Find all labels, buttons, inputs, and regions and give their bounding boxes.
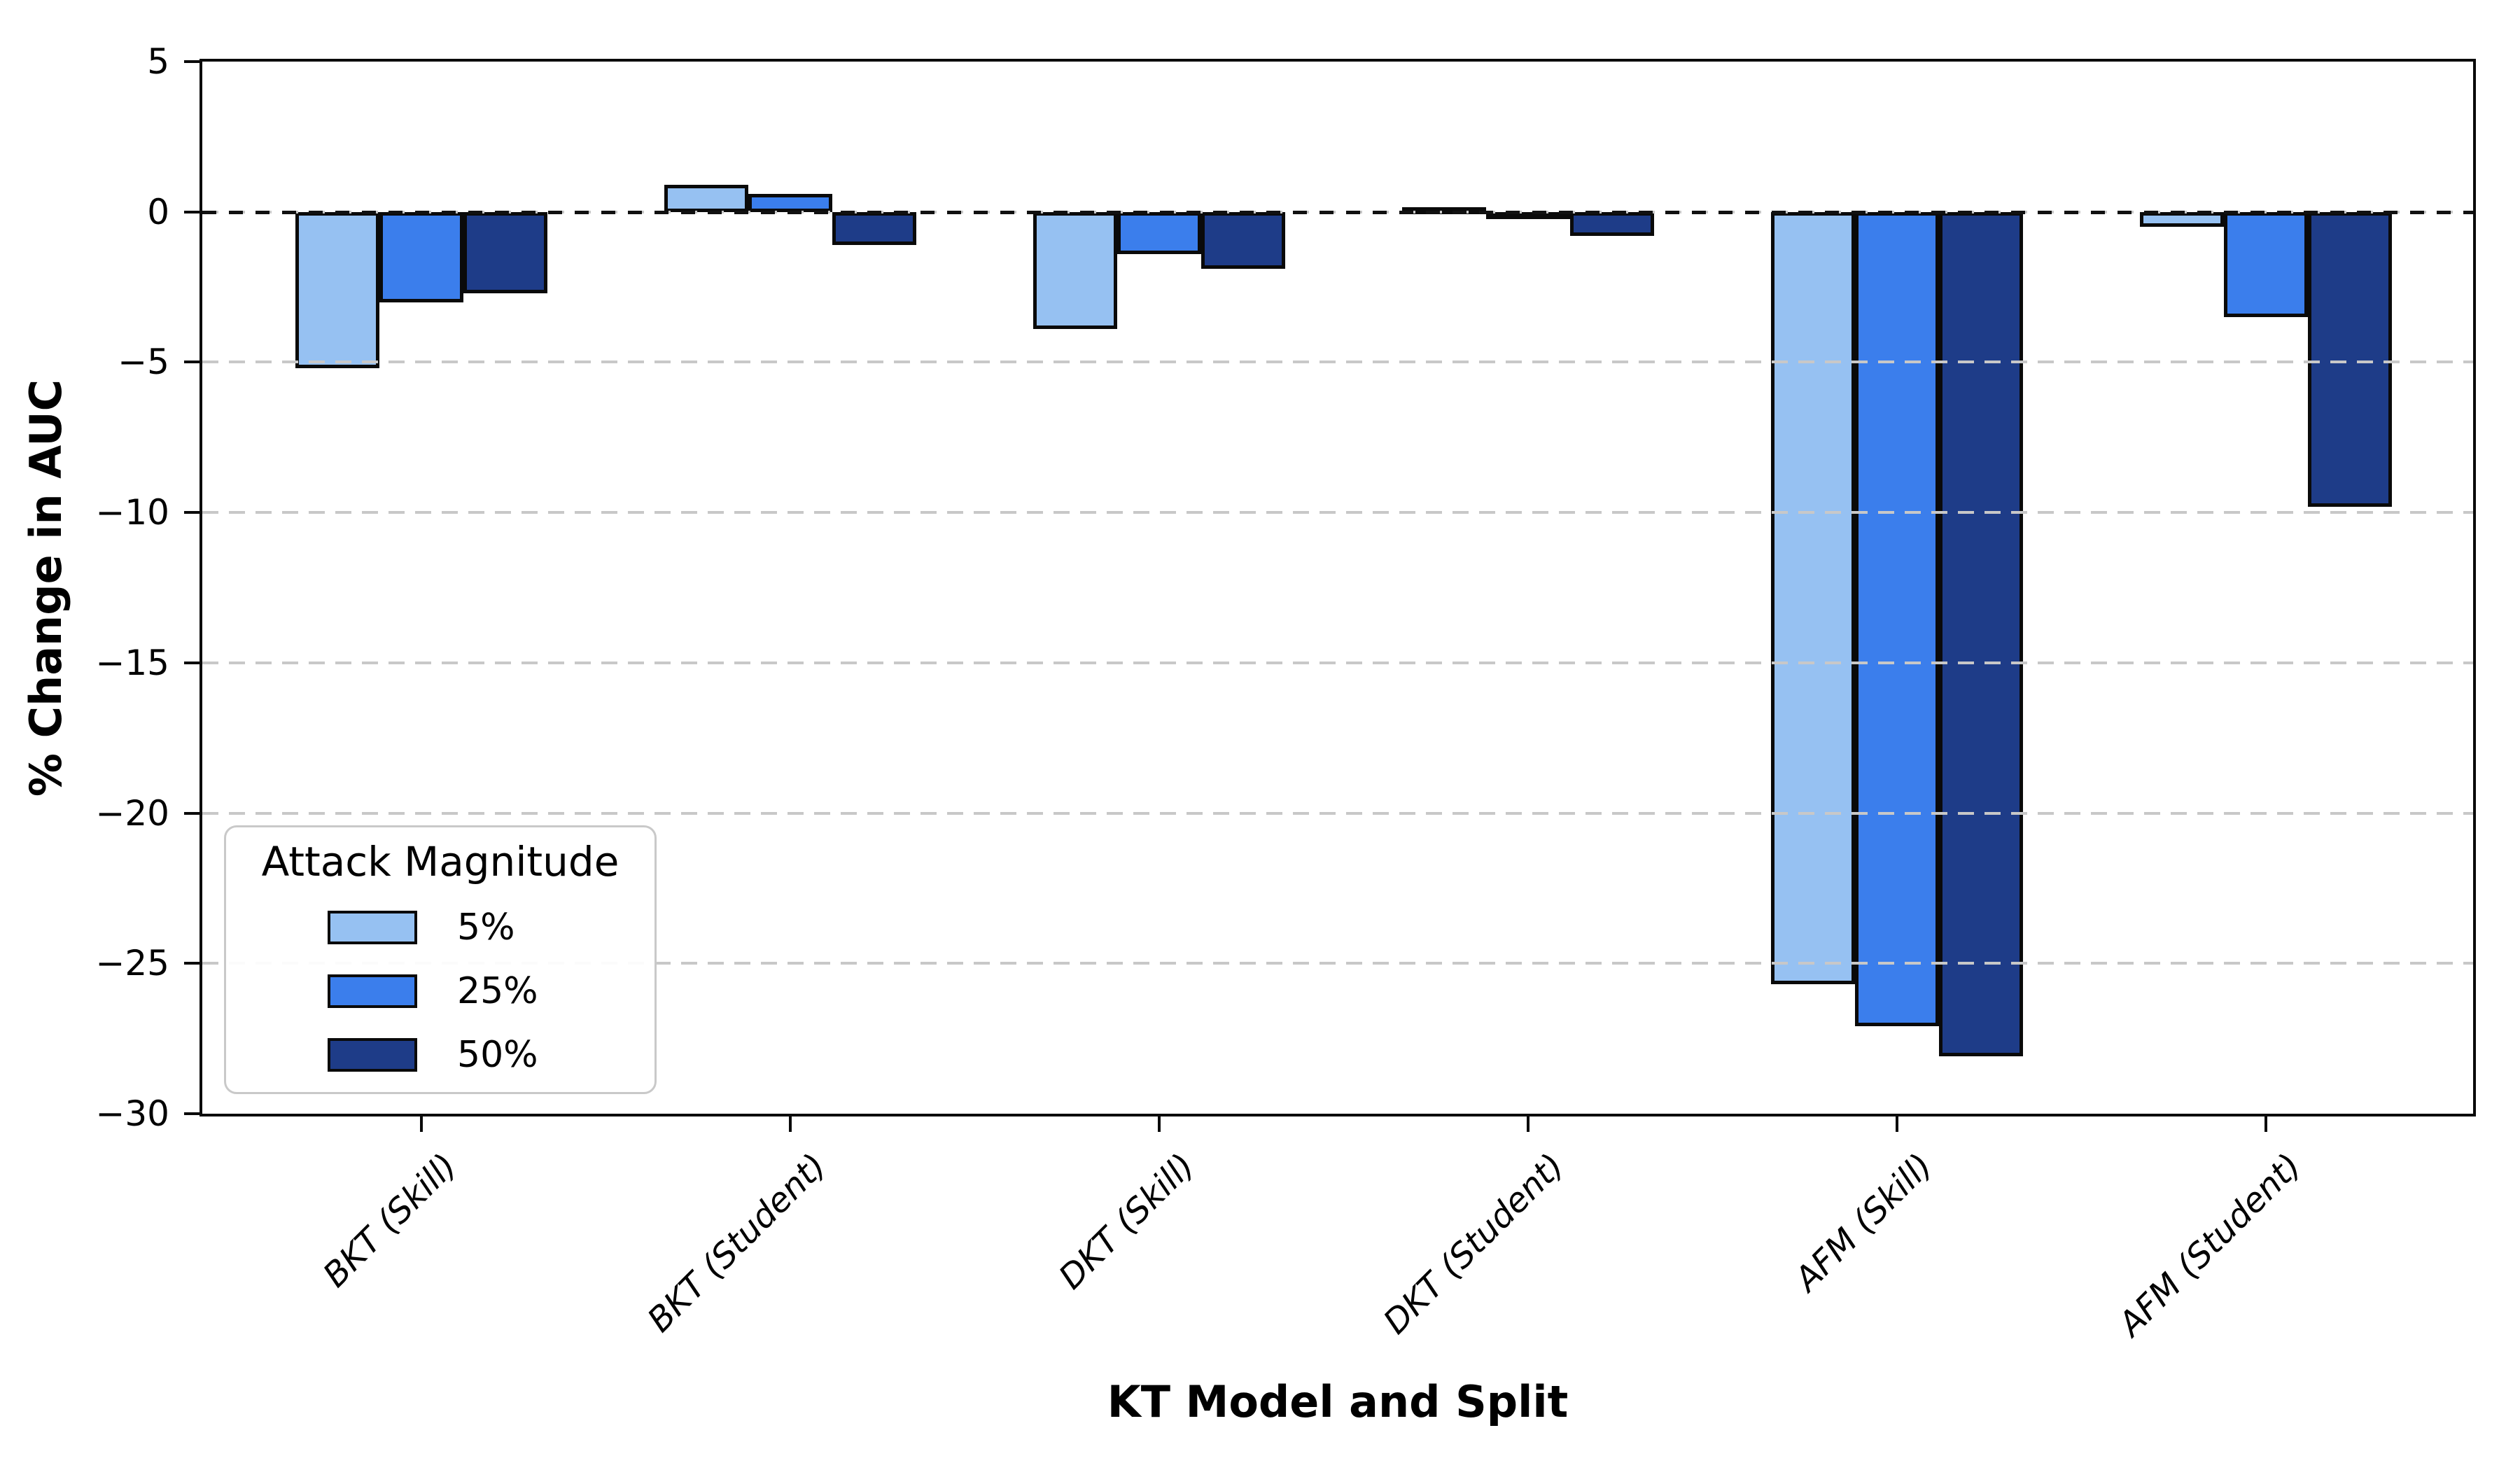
x-tick-mark-BKT (Student) xyxy=(789,1116,792,1132)
x-tick-mark-AFM (Student) xyxy=(2264,1116,2267,1132)
bar-DKT (Skill)-25% xyxy=(1117,211,1201,254)
x-tick-label-AFM (Skill): AFM (Skill) xyxy=(1787,1146,1940,1299)
y-tick-mark--20 xyxy=(184,811,200,815)
legend-swatch-25% xyxy=(328,974,417,1008)
x-tick-label-AFM (Student): AFM (Student) xyxy=(2111,1146,2309,1344)
x-tick-label-BKT (Skill): BKT (Skill) xyxy=(316,1146,465,1295)
y-tick-mark-5 xyxy=(184,60,200,63)
y-tick-mark--15 xyxy=(184,661,200,664)
y-tick-label--10: −10 xyxy=(95,492,169,533)
x-axis-label: KT Model and Split xyxy=(1107,1376,1569,1427)
y-tick-label--20: −20 xyxy=(95,792,169,834)
bar-BKT (Skill)-50% xyxy=(463,211,547,293)
y-tick-label-0: 0 xyxy=(147,191,169,232)
legend-swatch-50% xyxy=(328,1038,417,1072)
bar-BKT (Skill)-5% xyxy=(295,211,379,368)
y-tick-mark--25 xyxy=(184,962,200,965)
y-tick-mark--30 xyxy=(184,1112,200,1115)
x-tick-mark-DKT (Skill) xyxy=(1158,1116,1161,1132)
x-tick-mark-BKT (Skill) xyxy=(420,1116,423,1132)
y-tick-label--25: −25 xyxy=(95,943,169,984)
y-tick-label--15: −15 xyxy=(95,642,169,683)
bar-AFM (Skill)-50% xyxy=(1939,211,2023,1057)
legend-title: Attack Magnitude xyxy=(261,838,620,886)
bar-AFM (Student)-50% xyxy=(2308,211,2392,507)
x-tick-mark-AFM (Skill) xyxy=(1896,1116,1898,1132)
y-tick-mark-0 xyxy=(184,210,200,214)
bar-BKT (Student)-25% xyxy=(748,193,832,212)
bar-DKT (Skill)-5% xyxy=(1033,211,1117,330)
legend-label-25%: 25% xyxy=(457,970,538,1012)
bar-BKT (Student)-50% xyxy=(832,211,916,245)
gridline-y--15 xyxy=(202,661,2473,664)
bar-DKT (Skill)-50% xyxy=(1201,211,1285,270)
legend-row-25%: 25% xyxy=(226,970,654,1016)
legend-row-50%: 50% xyxy=(226,1034,654,1080)
x-tick-label-DKT (Student): DKT (Student) xyxy=(1376,1146,1572,1342)
legend-row-5%: 5% xyxy=(226,906,654,953)
gridline-y--20 xyxy=(202,811,2473,815)
legend-swatch-5% xyxy=(328,911,417,944)
gridline-y--10 xyxy=(202,511,2473,514)
zero-line xyxy=(202,210,2473,214)
gridline-y--5 xyxy=(202,360,2473,364)
gridline-y--25 xyxy=(202,962,2473,965)
x-tick-label-DKT (Skill): DKT (Skill) xyxy=(1051,1146,1203,1297)
bar-AFM (Skill)-5% xyxy=(1771,211,1855,985)
bar-AFM (Student)-5% xyxy=(2140,211,2224,227)
legend-box: Attack Magnitude 5% 25% 50% xyxy=(224,825,657,1094)
y-tick-mark--10 xyxy=(184,511,200,514)
x-tick-label-BKT (Student): BKT (Student) xyxy=(640,1146,834,1340)
bar-AFM (Skill)-25% xyxy=(1855,211,1939,1027)
bar-AFM (Student)-25% xyxy=(2224,211,2308,317)
y-tick-label--30: −30 xyxy=(95,1093,169,1134)
legend-label-5%: 5% xyxy=(457,906,515,948)
bar-BKT (Student)-5% xyxy=(664,185,748,212)
legend-label-50%: 50% xyxy=(457,1034,538,1076)
y-tick-label--5: −5 xyxy=(118,342,169,383)
y-tick-mark--5 xyxy=(184,360,200,364)
bar-DKT (Student)-50% xyxy=(1570,211,1654,237)
y-axis-label: % Change in AUC xyxy=(20,379,71,797)
bar-BKT (Skill)-25% xyxy=(379,211,463,302)
y-tick-label-5: 5 xyxy=(147,41,169,82)
x-tick-mark-DKT (Student) xyxy=(1527,1116,1530,1132)
